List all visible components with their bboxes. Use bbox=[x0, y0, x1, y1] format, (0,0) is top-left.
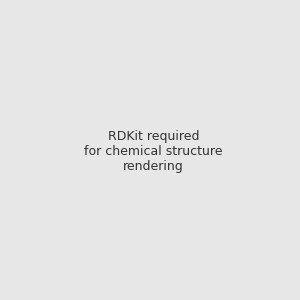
Text: RDKit required
for chemical structure
rendering: RDKit required for chemical structure re… bbox=[85, 130, 223, 173]
